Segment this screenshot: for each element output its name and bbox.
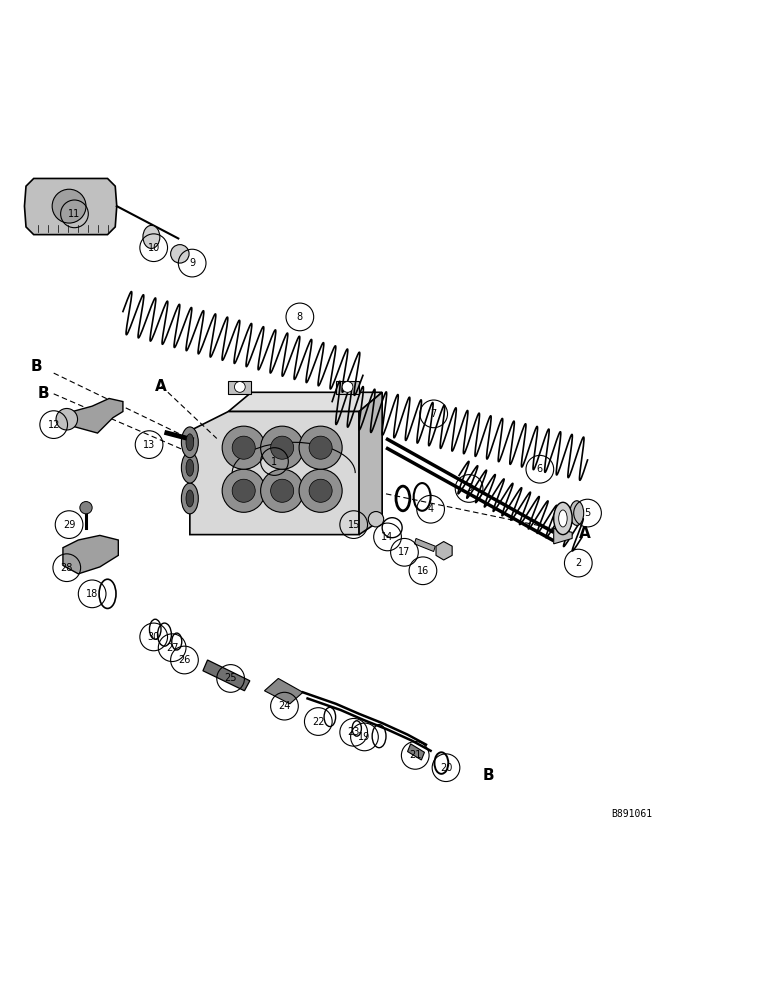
Ellipse shape (181, 483, 198, 514)
Text: 30: 30 (147, 632, 160, 642)
Ellipse shape (570, 501, 584, 525)
Circle shape (299, 426, 342, 469)
Text: 17: 17 (398, 547, 411, 557)
Circle shape (309, 436, 332, 459)
Text: 6: 6 (537, 464, 543, 474)
Ellipse shape (559, 510, 567, 527)
Circle shape (271, 479, 293, 502)
Circle shape (232, 436, 256, 459)
Text: B891061: B891061 (611, 809, 652, 819)
Circle shape (299, 469, 342, 512)
Text: 26: 26 (178, 655, 191, 665)
Text: 29: 29 (63, 520, 75, 530)
Circle shape (222, 426, 266, 469)
Text: 8: 8 (296, 312, 303, 322)
Text: 7: 7 (431, 409, 437, 419)
Text: 25: 25 (225, 673, 237, 683)
Text: 11: 11 (69, 209, 80, 219)
Text: 9: 9 (189, 258, 195, 268)
Circle shape (261, 426, 303, 469)
Polygon shape (408, 744, 425, 760)
Ellipse shape (181, 452, 198, 483)
Text: 16: 16 (417, 566, 429, 576)
Polygon shape (229, 392, 382, 412)
Text: 21: 21 (409, 750, 422, 760)
Text: 23: 23 (347, 727, 360, 737)
Circle shape (261, 469, 303, 512)
Text: 3: 3 (466, 483, 472, 493)
Text: B: B (38, 386, 49, 401)
Ellipse shape (554, 502, 572, 535)
Text: 20: 20 (440, 763, 452, 773)
Polygon shape (25, 178, 117, 235)
Circle shape (271, 436, 293, 459)
Text: B: B (482, 768, 494, 783)
Circle shape (80, 502, 92, 514)
Circle shape (232, 479, 256, 502)
Text: 27: 27 (166, 643, 178, 653)
Polygon shape (554, 528, 572, 544)
Polygon shape (265, 678, 303, 704)
Text: 28: 28 (60, 563, 73, 573)
Ellipse shape (143, 225, 160, 248)
Polygon shape (63, 535, 118, 574)
Text: 13: 13 (143, 440, 155, 450)
Circle shape (309, 479, 332, 502)
Polygon shape (359, 392, 382, 535)
Text: 12: 12 (48, 420, 60, 430)
Ellipse shape (186, 434, 194, 451)
Text: 10: 10 (147, 243, 160, 253)
Polygon shape (336, 381, 359, 394)
Text: 19: 19 (358, 732, 371, 742)
Polygon shape (436, 542, 452, 560)
Text: 18: 18 (86, 589, 98, 599)
Ellipse shape (181, 427, 198, 458)
Text: 14: 14 (381, 532, 394, 542)
Text: 4: 4 (428, 504, 434, 514)
Text: 22: 22 (312, 717, 324, 727)
Text: 1: 1 (272, 457, 277, 467)
Text: A: A (578, 526, 591, 541)
Polygon shape (229, 381, 252, 394)
Text: 5: 5 (584, 508, 591, 518)
Polygon shape (66, 398, 123, 433)
Circle shape (235, 382, 245, 392)
Ellipse shape (186, 459, 194, 476)
Circle shape (56, 408, 77, 430)
Text: 24: 24 (278, 701, 290, 711)
Text: 15: 15 (347, 520, 360, 530)
Polygon shape (203, 660, 250, 691)
Ellipse shape (186, 490, 194, 507)
Circle shape (171, 245, 189, 263)
Circle shape (52, 189, 86, 223)
Circle shape (368, 512, 384, 527)
Polygon shape (190, 412, 359, 535)
Circle shape (342, 382, 353, 392)
Polygon shape (415, 538, 435, 552)
Circle shape (222, 469, 266, 512)
Text: 2: 2 (575, 558, 581, 568)
Text: B: B (30, 359, 42, 374)
Text: A: A (154, 379, 167, 394)
